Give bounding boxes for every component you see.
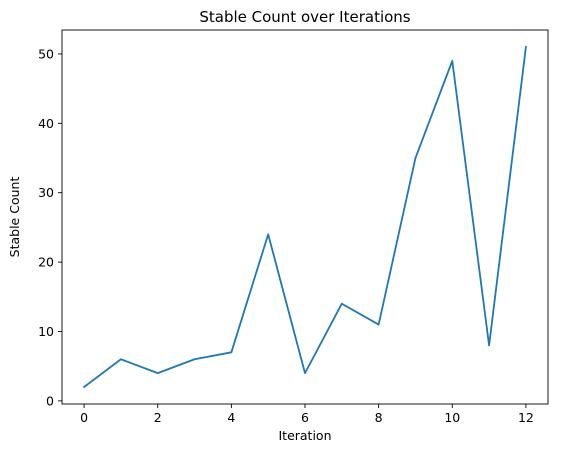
y-tick-label: 30 [38, 185, 54, 200]
x-tick-label: 6 [301, 410, 309, 425]
y-tick-label: 40 [38, 116, 54, 131]
plot-area-frame [61, 29, 549, 405]
series-line [82, 45, 527, 389]
x-tick-label: 12 [518, 410, 534, 425]
y-tick-label: 0 [46, 393, 54, 408]
y-tick-label: 10 [38, 324, 54, 339]
x-tick-label: 4 [227, 410, 235, 425]
y-tick-label: 50 [38, 46, 54, 61]
x-axis-label: Iteration [278, 428, 331, 443]
series-layer [82, 45, 527, 389]
chart-title: Stable Count over Iterations [199, 8, 410, 26]
y-axis: 0 10 20 30 40 50 [38, 46, 62, 408]
x-tick-label: 10 [444, 410, 460, 425]
y-axis-label: Stable Count [7, 177, 22, 258]
y-tick-label: 20 [38, 255, 54, 270]
x-tick-label: 2 [154, 410, 162, 425]
x-tick-label: 8 [375, 410, 383, 425]
x-axis: 0 2 4 6 8 10 12 [80, 404, 534, 425]
x-tick-label: 0 [80, 410, 88, 425]
